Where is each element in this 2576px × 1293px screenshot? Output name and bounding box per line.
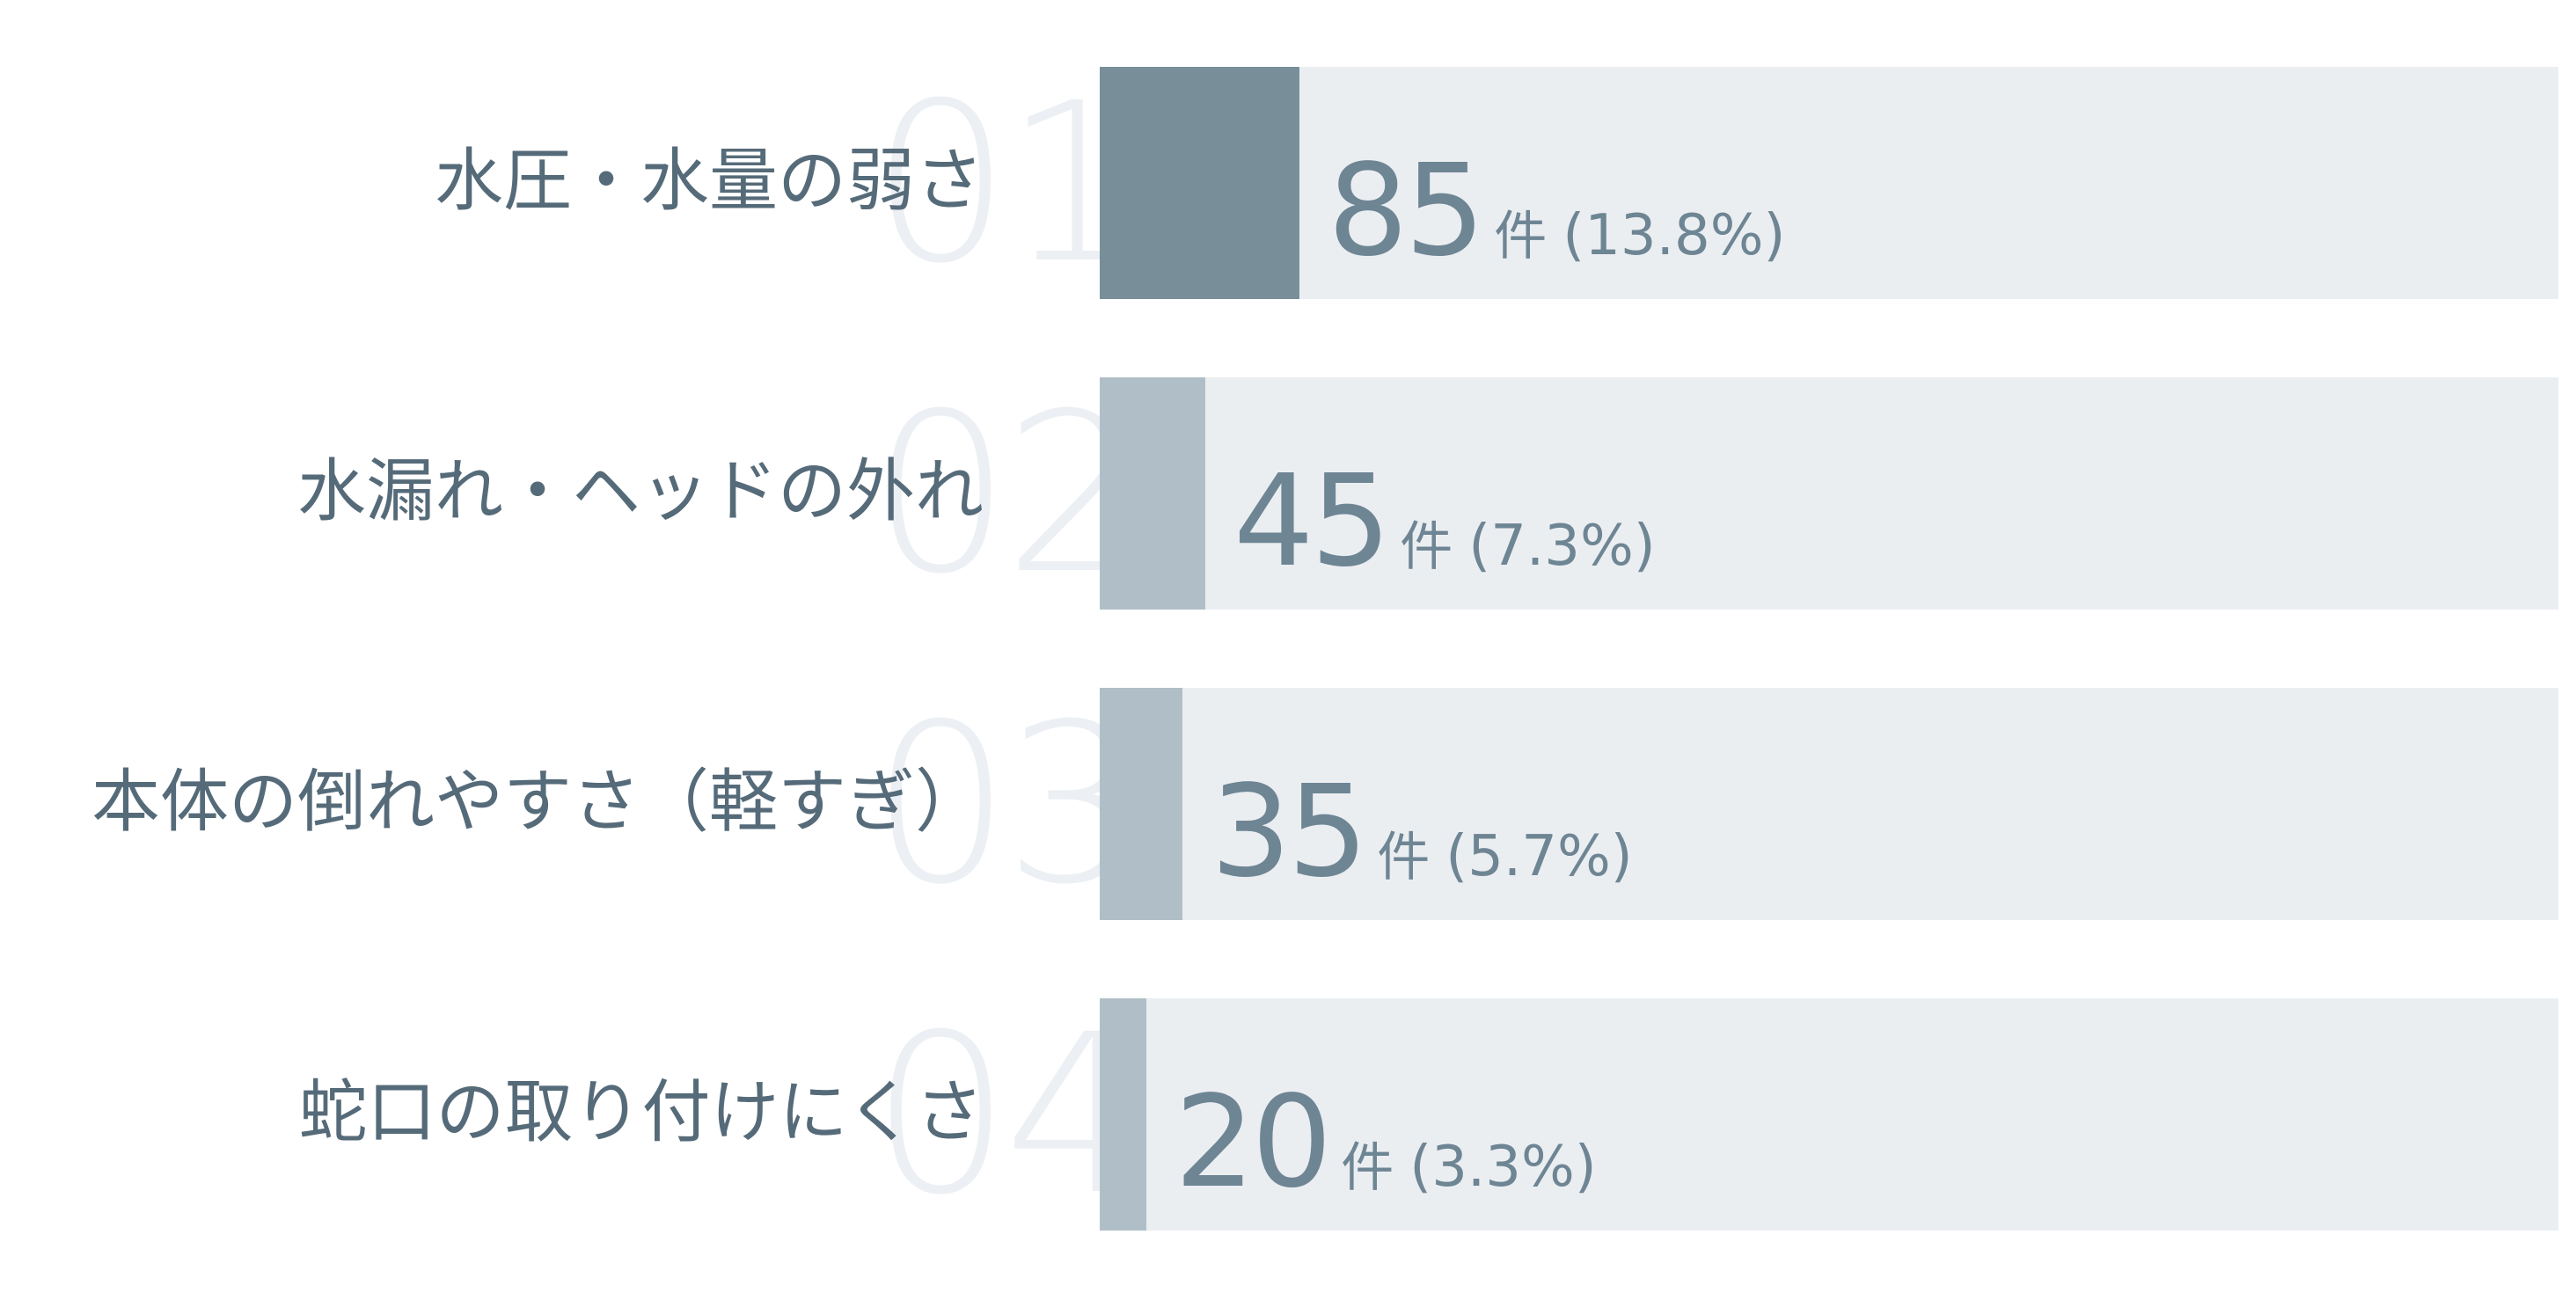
value-label-group: 20 件 (3.3%) — [1175, 1076, 1597, 1208]
category-label: 水漏れ・ヘッドの外れ — [296, 452, 984, 531]
value-label: 35 — [1211, 757, 1368, 905]
percent-label: (7.3%) — [1468, 514, 1656, 579]
category-label: 本体の倒れやすさ（軽すぎ） — [91, 763, 984, 842]
rank-number: 02 — [871, 366, 1144, 622]
value-label: 20 — [1175, 1068, 1332, 1216]
bar-track — [1100, 377, 2558, 610]
value-label: 85 — [1328, 136, 1485, 284]
value-label-group: 35 件 (5.7%) — [1211, 765, 1633, 897]
value-label-group: 45 件 (7.3%) — [1233, 455, 1656, 587]
percent-label: (5.7%) — [1445, 824, 1633, 889]
bar-track — [1100, 688, 2558, 920]
bar — [1100, 377, 1205, 610]
rank-number: 04 — [871, 987, 1144, 1243]
percent-label: (3.3%) — [1409, 1135, 1597, 1200]
unit-label: 件 — [1341, 1137, 1394, 1199]
bar — [1100, 998, 1146, 1231]
bar-track — [1100, 67, 2558, 299]
category-label: 蛇口の取り付けにくさ — [298, 1073, 984, 1152]
rank-number: 01 — [871, 55, 1144, 311]
percent-label: (13.8%) — [1562, 203, 1786, 268]
rank-number: 03 — [871, 676, 1144, 932]
unit-label: 件 — [1400, 516, 1453, 578]
value-label: 45 — [1233, 447, 1391, 595]
unit-label: 件 — [1377, 827, 1431, 888]
bar — [1100, 67, 1299, 299]
value-label-group: 85 件 (13.8%) — [1328, 144, 1785, 276]
bar — [1100, 688, 1182, 920]
category-label: 水圧・水量の弱さ — [434, 142, 984, 221]
unit-label: 件 — [1494, 206, 1548, 267]
bar-track — [1100, 998, 2558, 1231]
